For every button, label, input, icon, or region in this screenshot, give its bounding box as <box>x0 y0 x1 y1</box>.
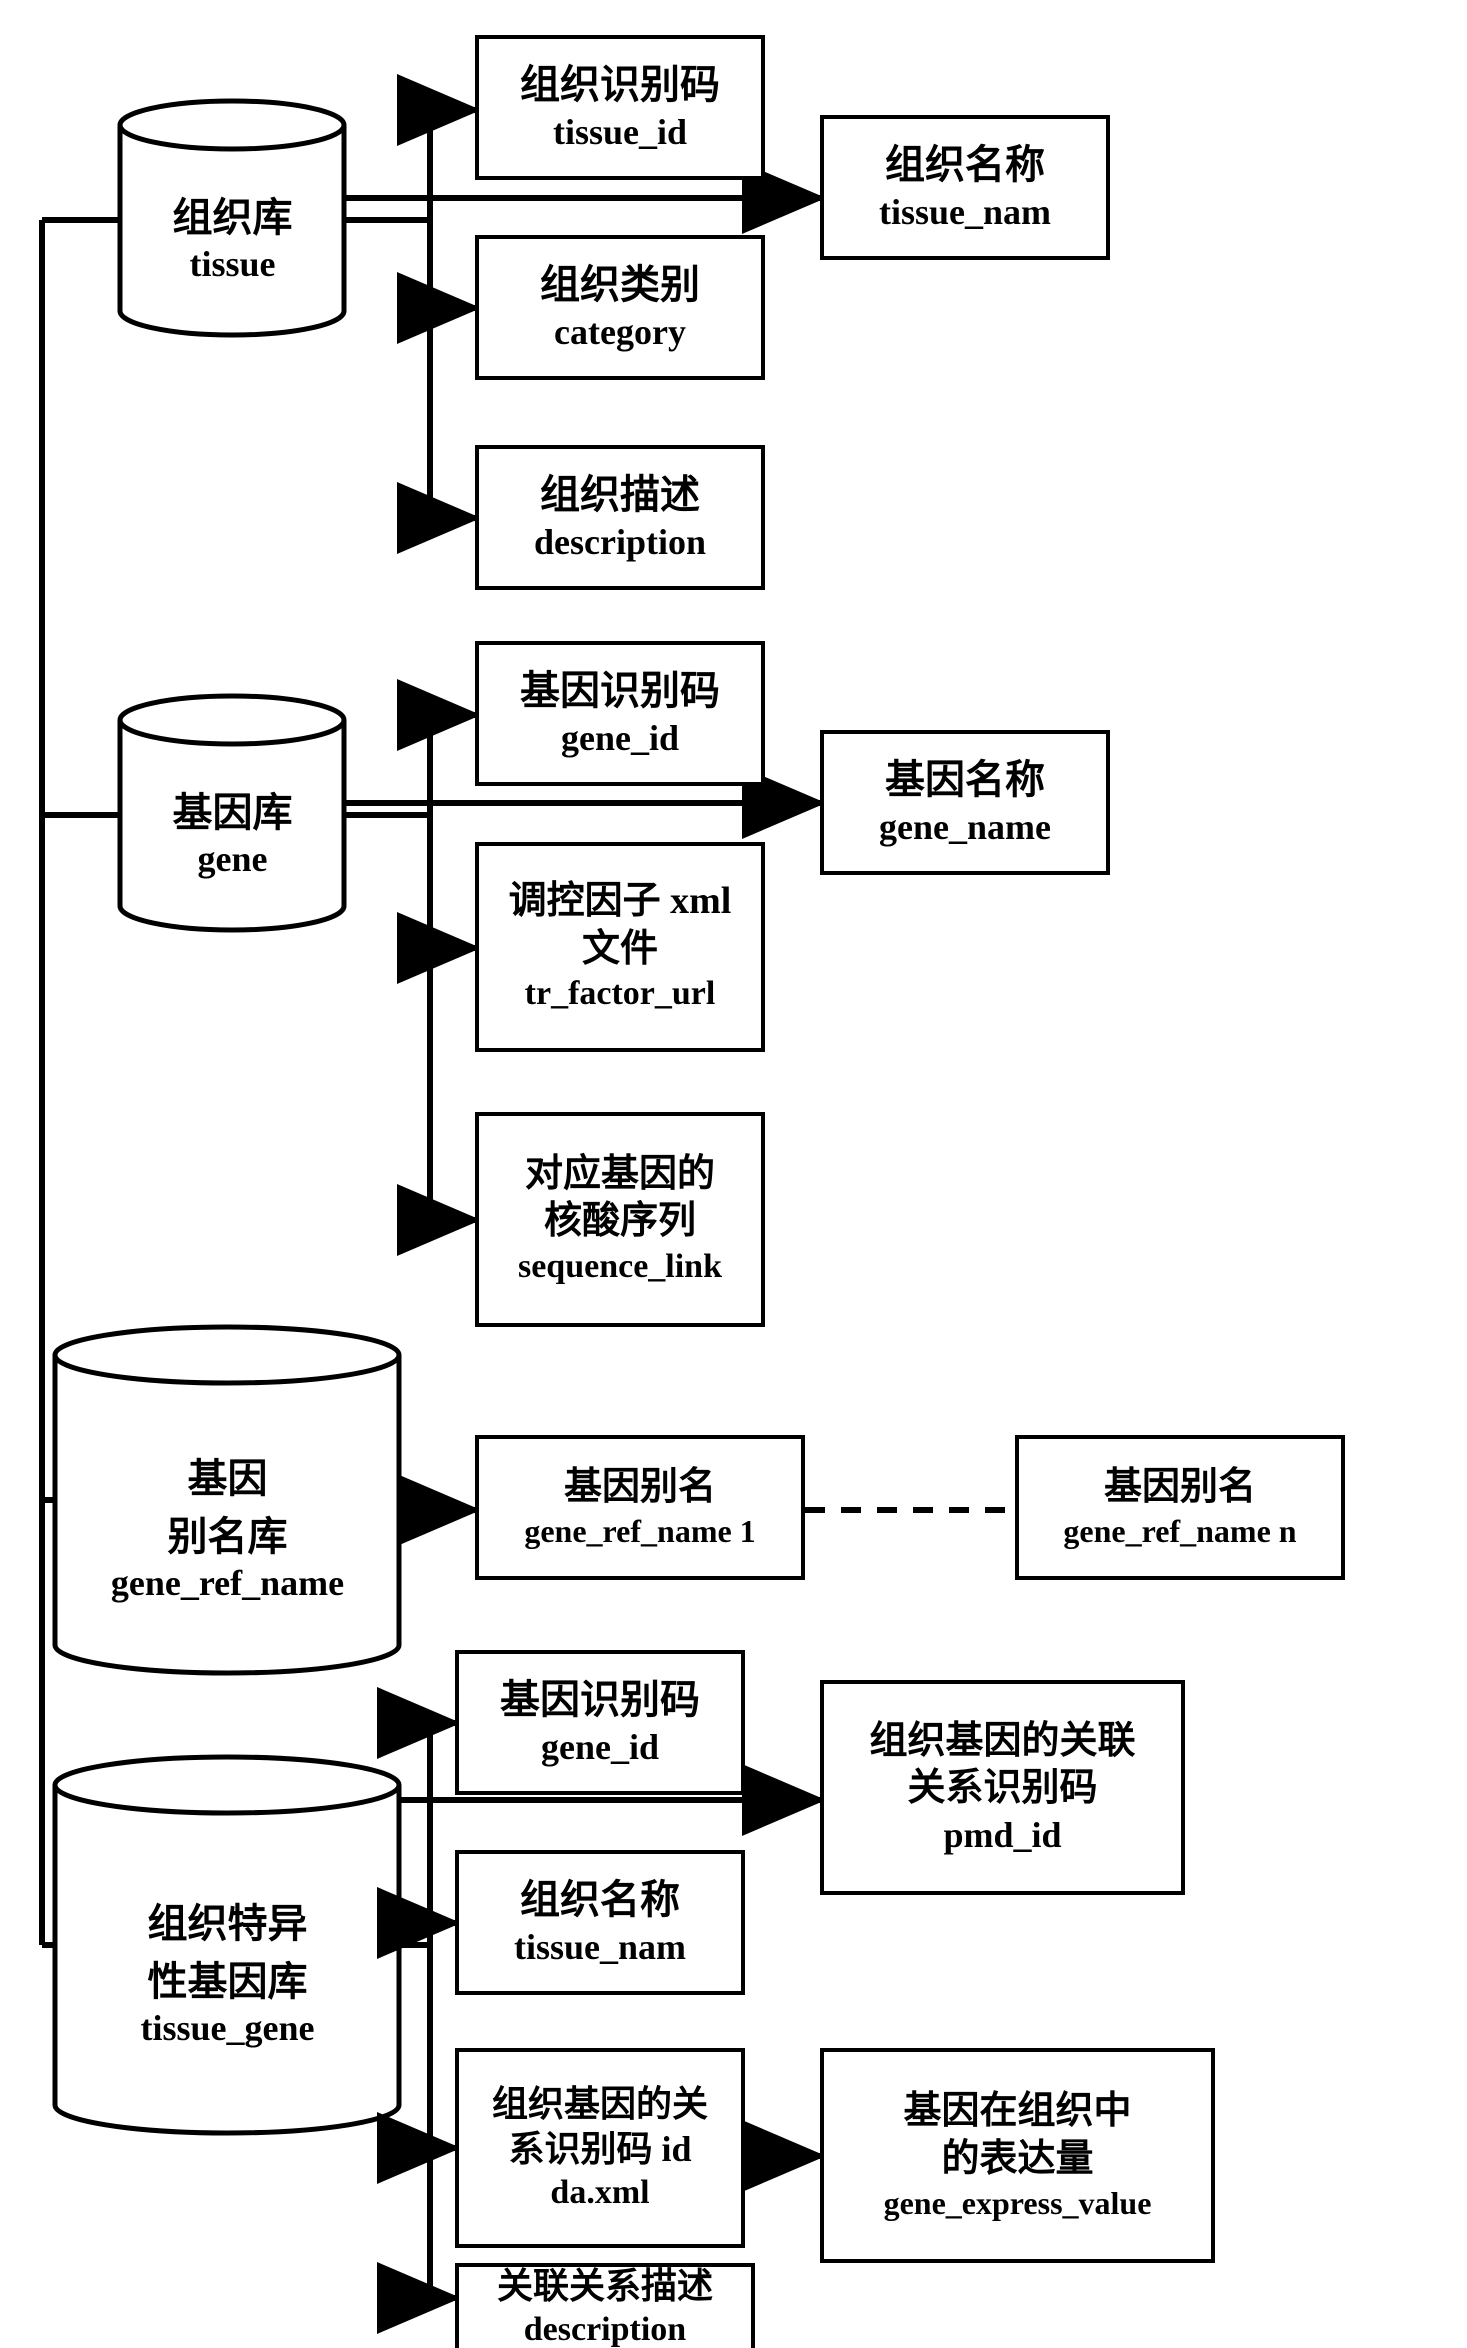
box-gene-ref-1-cn: 基因别名 <box>564 1464 716 1512</box>
box-tissue-nam: 组织名称 tissue_nam <box>820 115 1110 260</box>
box-tr-factor-url: 调控因子 xml 文件 tr_factor_url <box>475 842 765 1052</box>
box-gene-id2: 基因识别码 gene_id <box>455 1650 745 1795</box>
box-tr-factor-cn2: 文件 <box>582 926 658 974</box>
box-tissue-id-en: tissue_id <box>553 110 687 155</box>
db-gene-ref-cn1: 基因 <box>188 1446 268 1504</box>
box-gene-ref-n-en: gene_ref_name n <box>1063 1511 1296 1551</box>
box-pmd-cn2: 关系识别码 <box>907 1765 1097 1813</box>
box-tissue-nam2: 组织名称 tissue_nam <box>455 1850 745 1995</box>
db-gene-ref: 基因 别名库 gene_ref_name <box>55 1395 400 1655</box>
box-tissue-id-cn: 组织识别码 <box>520 60 720 110</box>
box-gene-ref-1-en: gene_ref_name 1 <box>524 1511 755 1551</box>
db-gene-en: gene <box>198 838 268 880</box>
box-seq-en: sequence_link <box>518 1246 722 1289</box>
box-tr-factor-cn1: 调控因子 xml <box>509 878 732 926</box>
box-tissue-nam-cn: 组织名称 <box>885 140 1045 190</box>
box-gene-id: 基因识别码 gene_id <box>475 641 765 786</box>
db-tissue-en: tissue <box>189 243 275 285</box>
box-category-en: category <box>554 310 686 355</box>
db-gene-cn: 基因库 <box>173 780 293 838</box>
box-tissue-nam2-en: tissue_nam <box>514 1925 686 1970</box>
db-gene-ref-cn2: 别名库 <box>168 1504 288 1562</box>
box-description1-en: description <box>534 520 706 565</box>
box-sequence-link: 对应基因的 核酸序列 sequence_link <box>475 1112 765 1327</box>
box-gene-id2-cn: 基因识别码 <box>500 1675 700 1725</box>
box-pmd-cn1: 组织基因的关联 <box>869 1718 1135 1766</box>
box-da-xml-cn1: 组织基因的关 <box>492 2082 708 2127</box>
box-gene-ref-n-cn: 基因别名 <box>1104 1464 1256 1512</box>
box-gev-cn2: 的表达量 <box>941 2136 1093 2184</box>
box-description1-cn: 组织描述 <box>540 470 700 520</box>
box-description1: 组织描述 description <box>475 445 765 590</box>
db-gene-ref-en: gene_ref_name <box>111 1562 344 1604</box>
box-description2: 关联关系描述 description <box>455 2263 755 2348</box>
box-description2-cn: 关联关系描述 <box>497 2264 713 2309</box>
db-tissue-gene: 组织特异 性基因库 tissue_gene <box>55 1825 400 2115</box>
db-tissue-gene-en: tissue_gene <box>141 2007 315 2049</box>
box-pmd-en: pmd_id <box>943 1813 1061 1858</box>
box-tr-factor-en: tr_factor_url <box>525 973 716 1016</box>
db-tissue: 组织库 tissue <box>120 150 345 320</box>
box-gene-express-value: 基因在组织中 的表达量 gene_express_value <box>820 2048 1215 2263</box>
box-pmd-id: 组织基因的关联 关系识别码 pmd_id <box>820 1680 1185 1895</box>
box-gene-id2-en: gene_id <box>541 1725 659 1770</box>
box-da-xml-en: da.xml <box>550 2172 649 2215</box>
box-da-xml: 组织基因的关 系识别码 id da.xml <box>455 2048 745 2248</box>
box-description2-en: description <box>524 2309 686 2348</box>
db-gene: 基因库 gene <box>120 745 345 915</box>
box-gev-cn1: 基因在组织中 <box>903 2088 1131 2136</box>
box-tissue-nam2-cn: 组织名称 <box>520 1875 680 1925</box>
box-category: 组织类别 category <box>475 235 765 380</box>
box-tissue-nam-en: tissue_nam <box>879 190 1051 235</box>
db-tissue-cn: 组织库 <box>173 185 293 243</box>
box-gene-name-cn: 基因名称 <box>885 755 1045 805</box>
box-gev-en: gene_express_value <box>884 2183 1152 2223</box>
box-gene-name: 基因名称 gene_name <box>820 730 1110 875</box>
db-tissue-gene-cn2: 性基因库 <box>148 1949 308 2007</box>
box-category-cn: 组织类别 <box>540 260 700 310</box>
box-gene-id-cn: 基因识别码 <box>520 666 720 716</box>
box-gene-name-en: gene_name <box>879 805 1051 850</box>
box-seq-cn1: 对应基因的 <box>525 1151 715 1199</box>
box-seq-cn2: 核酸序列 <box>544 1198 696 1246</box>
box-gene-id-en: gene_id <box>561 716 679 761</box>
box-tissue-id: 组织识别码 tissue_id <box>475 35 765 180</box>
box-da-xml-cn2: 系识别码 id <box>508 2127 691 2172</box>
db-tissue-gene-cn1: 组织特异 <box>148 1891 308 1949</box>
box-gene-ref-n: 基因别名 gene_ref_name n <box>1015 1435 1345 1580</box>
box-gene-ref-1: 基因别名 gene_ref_name 1 <box>475 1435 805 1580</box>
diagram-canvas: 组织库 tissue 基因库 gene 基因 别名库 gene_ref_name… <box>0 0 1467 2348</box>
